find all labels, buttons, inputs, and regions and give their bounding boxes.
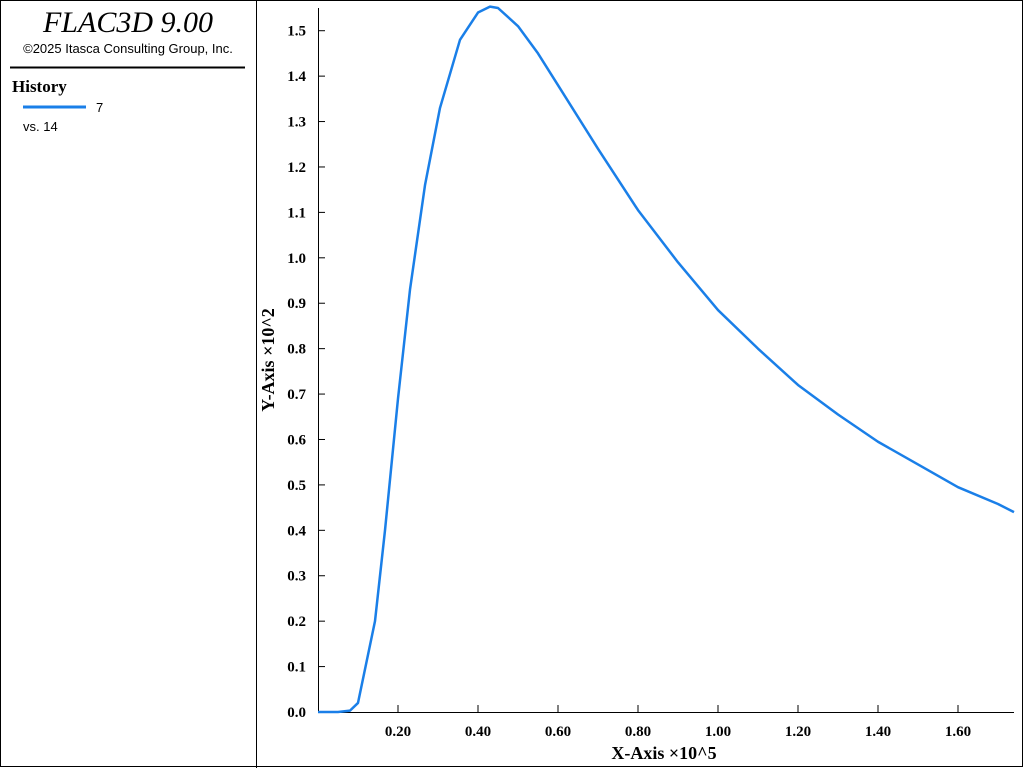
y-tick-label: 1.4: [287, 69, 306, 85]
y-tick-label: 0.6: [287, 432, 306, 448]
x-tick-label: 0.60: [545, 724, 571, 740]
copyright: ©2025 Itasca Consulting Group, Inc.: [23, 41, 233, 56]
legend-title: History: [12, 77, 67, 96]
y-tick-label: 0.7: [287, 387, 306, 403]
x-tick-label: 0.40: [465, 724, 491, 740]
y-tick-label: 1.3: [287, 115, 306, 131]
y-tick-label: 1.5: [287, 24, 306, 40]
series-line: [318, 5, 1015, 714]
y-tick-label: 0.4: [287, 523, 306, 539]
y-tick-label: 1.0: [287, 251, 306, 267]
x-tick-label: 1.60: [945, 724, 971, 740]
y-tick-label: 1.1: [287, 205, 306, 221]
x-axis-label: X-Axis ×10^5: [611, 743, 716, 763]
x-tick-label: 0.20: [385, 724, 411, 740]
y-tick-label: 1.2: [287, 160, 306, 176]
y-tick-label: 0.8: [287, 342, 306, 358]
y-axis-label: Y-Axis ×10^2: [258, 308, 278, 412]
y-tick-label: 0.1: [287, 660, 306, 676]
y-tick-label: 0.5: [287, 478, 306, 494]
y-tick-label: 0.2: [287, 614, 306, 630]
y-tick-label: 0.9: [287, 296, 306, 312]
legend-vs: vs. 14: [23, 119, 58, 134]
x-tick-label: 0.80: [625, 724, 651, 740]
x-tick-label: 1.00: [705, 724, 731, 740]
x-tick-label: 1.20: [785, 724, 811, 740]
y-tick-label: 0.0: [287, 705, 306, 721]
y-tick-label: 0.3: [287, 569, 306, 585]
legend-label: 7: [96, 100, 103, 115]
x-tick-label: 1.40: [865, 724, 891, 740]
app-title: FLAC3D 9.00: [42, 6, 213, 39]
